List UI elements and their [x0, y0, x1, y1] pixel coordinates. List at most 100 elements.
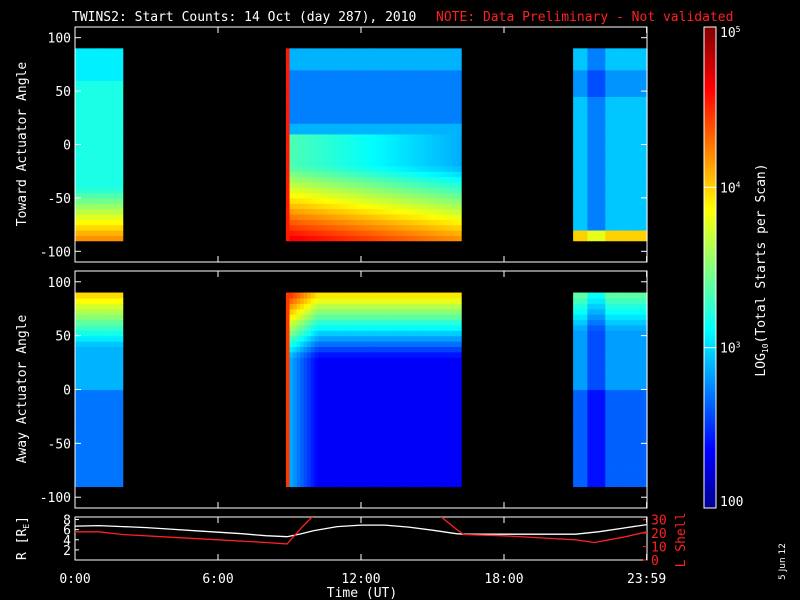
- heatmap-cell: [328, 224, 334, 231]
- heatmap-cell: [644, 213, 648, 220]
- heatmap-cell: [368, 454, 373, 461]
- heatmap-cell: [400, 192, 405, 199]
- heatmap-cell: [89, 464, 94, 471]
- heatmap-cell: [644, 224, 648, 231]
- heatmap-cell: [285, 235, 291, 242]
- heatmap-cell: [357, 219, 362, 226]
- heatmap-cell: [425, 405, 430, 412]
- heatmap-cell: [361, 411, 366, 418]
- heatmap-cell: [353, 53, 359, 60]
- heatmap-cell: [321, 107, 326, 114]
- heatmap-cell: [587, 59, 592, 65]
- heatmap-cell: [411, 48, 416, 55]
- heatmap-cell: [421, 314, 426, 321]
- heatmap-cell: [89, 133, 94, 140]
- heatmap-cell: [378, 224, 384, 231]
- heatmap-cell: [296, 165, 301, 172]
- heatmap-cell: [89, 48, 94, 55]
- heatmap-cell: [443, 203, 448, 210]
- heatmap-cell: [96, 101, 101, 108]
- y-tick-label: -100: [40, 245, 71, 260]
- heatmap-cell: [389, 470, 394, 477]
- heatmap-cell: [96, 357, 101, 364]
- heatmap-cell: [121, 400, 124, 407]
- heatmap-cell: [605, 75, 610, 82]
- heatmap-cell: [332, 475, 337, 482]
- heatmap-cell: [310, 416, 316, 423]
- heatmap-cell: [396, 341, 401, 348]
- heatmap-cell: [457, 96, 462, 103]
- heatmap-cell: [307, 69, 312, 76]
- heatmap-cell: [608, 181, 614, 188]
- heatmap-cell: [361, 117, 366, 124]
- heatmap-cell: [608, 64, 614, 71]
- heatmap-cell: [343, 155, 348, 162]
- heatmap-cell: [100, 224, 105, 231]
- heatmap-cell: [382, 427, 387, 434]
- heatmap-cell: [346, 112, 351, 119]
- heatmap-cell: [382, 229, 387, 236]
- heatmap-cell: [414, 475, 419, 482]
- heatmap-cell: [85, 432, 90, 439]
- heatmap-cell: [393, 149, 398, 156]
- heatmap-cell: [289, 378, 294, 385]
- heatmap-cell: [300, 314, 305, 321]
- heatmap-cell: [626, 107, 631, 114]
- heatmap-cell: [576, 112, 581, 119]
- heatmap-cell: [103, 416, 108, 423]
- heatmap-cell: [346, 324, 351, 331]
- heatmap-cell: [641, 176, 646, 183]
- heatmap-cell: [285, 117, 291, 124]
- heatmap-cell: [300, 133, 305, 140]
- heatmap-cell: [590, 48, 596, 55]
- heatmap-cell: [612, 69, 617, 76]
- heatmap-cell: [364, 112, 369, 119]
- heatmap-cell: [403, 475, 409, 482]
- heatmap-cell: [421, 107, 426, 114]
- heatmap-cell: [107, 341, 112, 348]
- heatmap-cell: [630, 112, 635, 119]
- heatmap-cell: [289, 69, 294, 76]
- heatmap-cell: [421, 324, 426, 331]
- heatmap-cell: [296, 91, 301, 98]
- heatmap-cell: [85, 101, 90, 108]
- heatmap-cell: [96, 448, 101, 455]
- heatmap-cell: [605, 59, 610, 65]
- heatmap-cell: [400, 324, 405, 331]
- toward-heatmap: [75, 48, 648, 242]
- heatmap-cell: [103, 96, 108, 103]
- heatmap-cell: [107, 432, 112, 439]
- heatmap-cell: [307, 405, 312, 412]
- heatmap-cell: [446, 128, 451, 135]
- heatmap-cell: [107, 335, 112, 342]
- heatmap-cell: [425, 470, 430, 477]
- heatmap-cell: [436, 165, 441, 172]
- heatmap-cell: [285, 213, 291, 220]
- heatmap-cell: [346, 454, 351, 461]
- heatmap-cell: [114, 80, 119, 87]
- heatmap-cell: [371, 133, 376, 140]
- heatmap-cell: [436, 235, 441, 242]
- heatmap-cell: [357, 96, 362, 103]
- heatmap-cell: [96, 133, 101, 140]
- heatmap-cell: [92, 181, 98, 188]
- heatmap-cell: [605, 235, 610, 242]
- heatmap-cell: [332, 144, 337, 151]
- heatmap-cell: [583, 69, 589, 76]
- heatmap-cell: [421, 59, 426, 65]
- heatmap-cell: [428, 464, 434, 471]
- heatmap-cell: [110, 91, 115, 98]
- heatmap-cell: [335, 475, 341, 482]
- heatmap-cell: [389, 308, 394, 315]
- heatmap-cell: [386, 69, 391, 76]
- heatmap-cell: [310, 427, 316, 434]
- heatmap-cell: [350, 335, 355, 342]
- heatmap-cell: [605, 53, 610, 60]
- heatmap-cell: [418, 346, 423, 353]
- heatmap-cell: [296, 59, 301, 65]
- heatmap-cell: [432, 144, 437, 151]
- heatmap-cell: [407, 187, 412, 194]
- heatmap-cell: [573, 155, 578, 162]
- heatmap-cell: [378, 346, 384, 353]
- heatmap-cell: [310, 213, 316, 220]
